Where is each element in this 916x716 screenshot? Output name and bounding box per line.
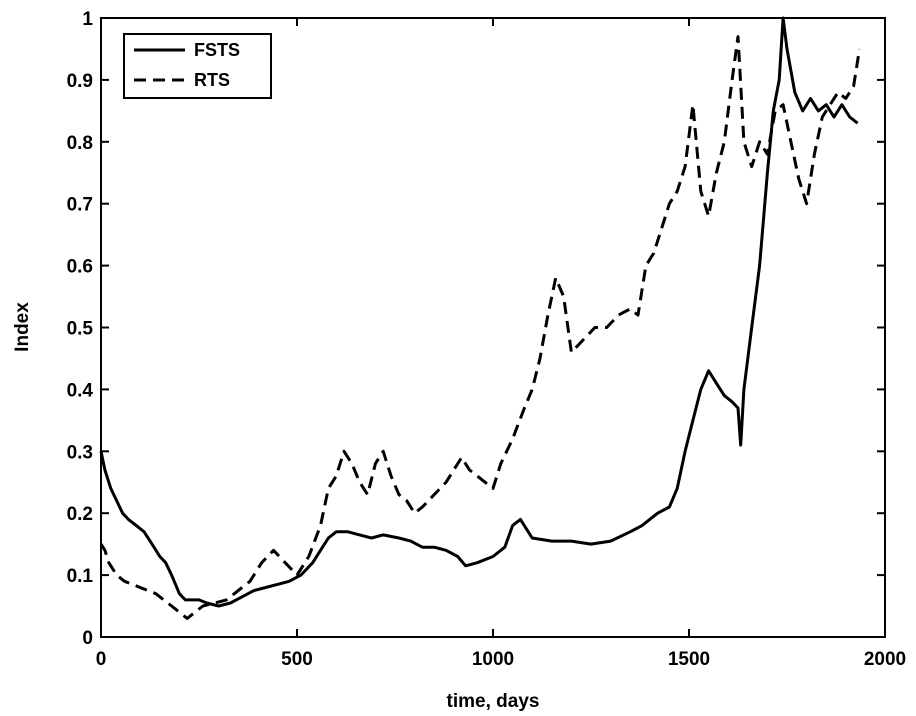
y-tick-label: 0.1 [67, 566, 94, 587]
y-axis-label: Index [12, 302, 33, 352]
legend-box [123, 33, 272, 99]
x-tick-label: 500 [281, 649, 313, 670]
x-tick-label: 2000 [864, 649, 906, 670]
y-tick-label: 0.2 [67, 504, 93, 525]
legend: FSTS RTS [123, 33, 272, 99]
series-line-fsts [99, 16, 859, 608]
y-tick-label: 1 [82, 9, 93, 30]
y-tick-label: 0.7 [67, 195, 93, 216]
x-tick-label: 1000 [472, 649, 514, 670]
x-axis-label: time, days [447, 691, 540, 712]
x-tick-label: 0 [96, 649, 107, 670]
y-tick-label: 0.4 [67, 380, 94, 401]
y-tick-label: 0.3 [67, 442, 93, 463]
legend-label-fsts: FSTS [194, 40, 240, 60]
y-tick-label: 0.5 [67, 319, 94, 340]
x-tick-label: 1500 [668, 649, 710, 670]
series-line-rts [99, 35, 861, 620]
legend-label-rts: RTS [194, 70, 230, 90]
y-tick-label: 0 [82, 628, 93, 649]
y-axis-ticks: 0 0.1 0.2 0.3 0.4 0.5 0.6 0.7 0.8 0.9 1 [67, 9, 885, 649]
series-lines [99, 16, 861, 620]
plot-area [100, 17, 886, 638]
y-tick-label: 0.8 [67, 133, 93, 154]
y-tick-label: 0.6 [67, 257, 93, 278]
y-tick-label: 0.9 [67, 71, 93, 92]
x-axis-ticks: 0 500 1000 1500 2000 [96, 18, 906, 670]
